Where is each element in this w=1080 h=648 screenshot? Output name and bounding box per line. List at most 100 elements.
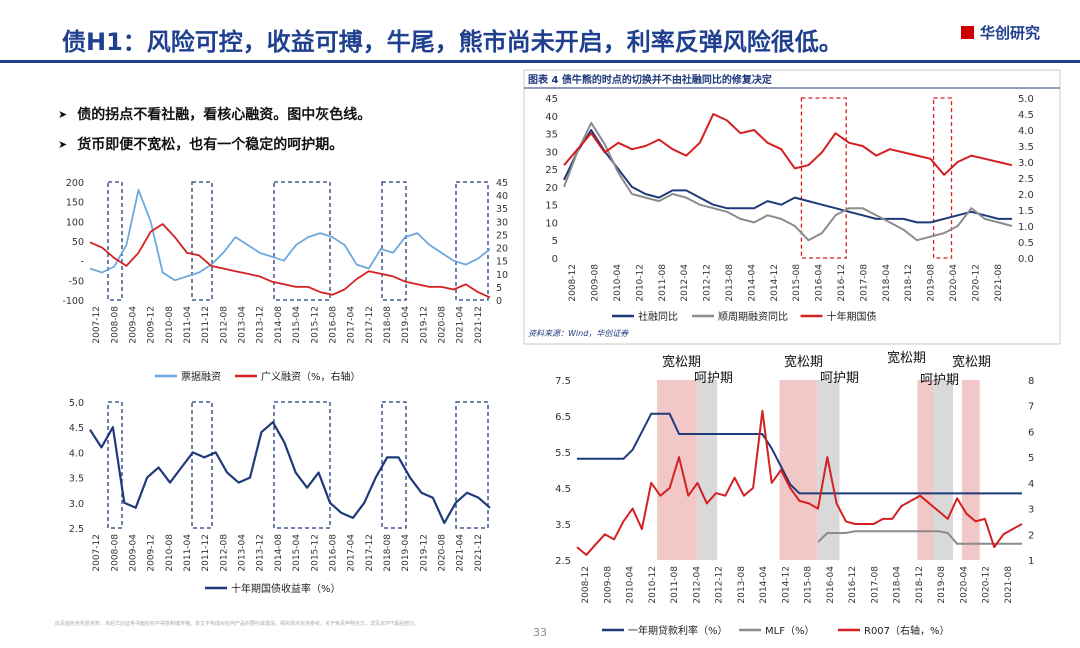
dashed-highlight-box <box>455 401 489 529</box>
x-tick-label: 2013-04 <box>238 534 248 572</box>
dashed-highlight-box <box>107 401 123 529</box>
x-tick-label: 2013-04 <box>238 306 248 344</box>
legend-label: 顺周期融资同比 <box>718 311 788 323</box>
chart-top-right: 45 40 35 30 25 20 15 10 5 0 5.0 4.5 4.0 3.5 3.0 2.5 2.0 1… <box>523 69 1061 345</box>
y-tick-label-right: 6 <box>1028 427 1034 438</box>
y-tick-label-left: 50 <box>72 237 84 248</box>
x-tick-label: 2008-08 <box>110 534 120 572</box>
legend-label: R007（右轴，%） <box>864 624 950 637</box>
x-tick-label: 2012-04 <box>692 566 702 604</box>
x-tick-label: 2015-12 <box>310 534 320 572</box>
x-tick-label: 2014-04 <box>759 566 769 604</box>
x-tick-label: 2015-08 <box>804 566 814 604</box>
dashed-highlight-box <box>932 97 953 259</box>
y-tick-label-left: 20 <box>545 183 558 194</box>
x-tick-label: 2017-12 <box>365 306 375 344</box>
x-tick-label: 2018-12 <box>915 566 925 604</box>
y-tick-label-right: 2 <box>1028 530 1034 541</box>
bullet-text: 货币即便不宽松，也有一个稳定的呵护期。 <box>77 137 344 153</box>
x-tick-label: 2020-08 <box>438 534 448 572</box>
y-tick-label-left: 15 <box>545 201 558 212</box>
chart-bottom-left: 5.0 4.5 4.0 3.5 3.0 2.5 2007-12 2008-08 2009-04 2… <box>69 398 491 595</box>
x-tick-label: 2009-04 <box>128 306 138 344</box>
x-tick-label: 2009-12 <box>147 306 157 344</box>
series-line-2 <box>576 409 1023 556</box>
x-tick-label: 2010-08 <box>165 306 175 344</box>
legend-label: MLF（%） <box>765 625 814 637</box>
x-tick-label: 2011-08 <box>670 566 680 604</box>
x-tick-label: 2020-08 <box>438 306 448 344</box>
bullet-item: ➤ 债的拐点不看社融，看核心融资。图中灰色线。 <box>58 100 371 130</box>
series-line-1 <box>563 121 1013 242</box>
y-tick-label-left: 4.5 <box>555 484 571 495</box>
legend-label: 一年期贷款利率（%） <box>628 624 728 637</box>
legend-label: 票据融资 <box>181 370 221 383</box>
chart-title: 图表 4 债牛熊的时点的切换并不由社融同比的修复决定 <box>528 73 772 86</box>
x-tick-label: 2018-04 <box>893 566 903 604</box>
y-tick-label-right: 4.5 <box>1018 110 1034 121</box>
x-tick-label: 2015-08 <box>792 264 802 302</box>
y-tick-label-left: 0 <box>552 254 558 265</box>
bullet-item: ➤ 货币即便不宽松，也有一个稳定的呵护期。 <box>58 130 371 160</box>
x-tick-label: 2009-08 <box>591 264 601 302</box>
shade-band <box>697 380 718 560</box>
x-tick-label: 2011-12 <box>201 306 211 344</box>
period-annotation: 宽松期 <box>784 354 823 370</box>
y-tick-label-right: 7 <box>1028 402 1034 413</box>
y-tick-label-left: 7.5 <box>555 376 571 387</box>
legend-label: 十年期国债 <box>827 310 877 323</box>
y-tick-label-right: 8 <box>1028 376 1034 387</box>
y-tick-label-left: 35 <box>545 130 558 141</box>
bullet-list: ➤ 债的拐点不看社融，看核心融资。图中灰色线。 ➤ 货币即便不宽松，也有一个稳定的呵… <box>58 100 371 160</box>
dashed-highlight-box <box>273 401 331 529</box>
y-tick-label-left: 3.5 <box>69 474 84 485</box>
y-tick-label-right: 4 <box>1028 479 1034 490</box>
chart-bottom-right: 7.5 6.5 5.5 4.5 3.5 2.5 8 7 6 5 4 3 2 1 2008-12 2009-08… <box>555 350 1034 637</box>
y-tick-label-right: 1 <box>1028 556 1034 567</box>
x-tick-label: 2011-04 <box>183 306 193 344</box>
y-tick-label-right: 1.5 <box>1018 206 1034 217</box>
x-tick-label: 2019-04 <box>401 534 411 572</box>
x-tick-label: 2016-08 <box>328 306 338 344</box>
x-tick-label: 2013-12 <box>256 534 266 572</box>
dashed-highlight-box <box>273 181 331 301</box>
legend-label: 广义融资（%，右轴） <box>261 370 361 383</box>
shade-band <box>817 380 840 560</box>
x-tick-label: 2012-08 <box>219 534 229 572</box>
shade-band <box>917 380 933 560</box>
x-tick-label: 2014-12 <box>781 566 791 604</box>
x-tick-label: 2019-12 <box>419 306 429 344</box>
y-tick-label-right: 4.0 <box>1018 126 1034 137</box>
y-tick-label-right: 1.0 <box>1018 222 1034 233</box>
period-annotation: 宽松期 <box>887 350 926 366</box>
y-tick-label-right: 3.5 <box>1018 142 1034 153</box>
y-tick-label-left: 45 <box>545 94 558 105</box>
x-tick-label: 2008-12 <box>568 264 578 302</box>
y-tick-label-right: 30 <box>496 217 508 228</box>
x-tick-label: 2010-04 <box>613 264 623 302</box>
y-tick-label-right: 5 <box>496 283 502 294</box>
brand: 华创研究 <box>960 22 1040 43</box>
x-tick-label: 2017-12 <box>365 534 375 572</box>
x-tick-label: 2020-04 <box>949 264 959 302</box>
dashed-highlight-box <box>800 97 847 259</box>
x-tick-label: 2018-04 <box>882 264 892 302</box>
x-tick-label: 2019-12 <box>419 534 429 572</box>
y-tick-label-right: 0.5 <box>1018 238 1034 249</box>
y-tick-label-left: 4.5 <box>69 423 84 434</box>
y-tick-label-left: 5.0 <box>69 398 84 409</box>
x-tick-label: 2020-12 <box>971 264 981 302</box>
brand-name: 华创研究 <box>979 24 1040 42</box>
y-tick-label-left: 25 <box>545 165 558 176</box>
y-tick-label-right: 10 <box>496 270 508 281</box>
y-tick-label-left: 2.5 <box>555 556 571 567</box>
x-tick-label: 2014-04 <box>747 264 757 302</box>
page-number: 33 <box>533 626 547 639</box>
x-tick-label: 2011-08 <box>658 264 668 302</box>
y-tick-label-right: 25 <box>496 230 508 241</box>
x-tick-label: 2014-08 <box>274 534 284 572</box>
y-tick-label-left: 5 <box>552 236 558 247</box>
x-tick-label: 2016-08 <box>328 534 338 572</box>
period-annotation: 宽松期 <box>952 354 991 370</box>
dashed-highlight-box <box>381 181 407 301</box>
